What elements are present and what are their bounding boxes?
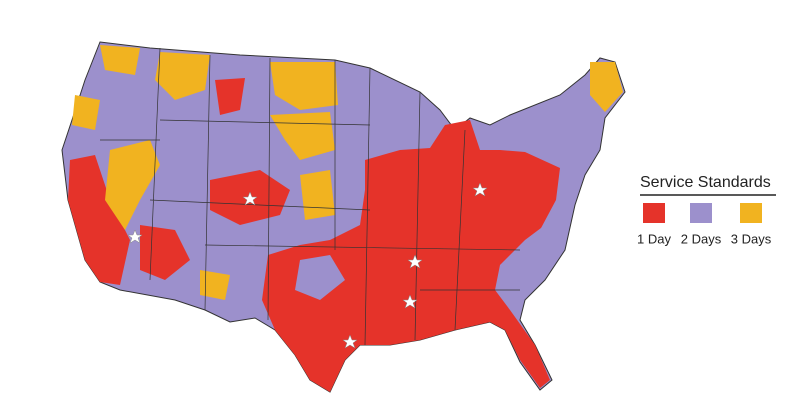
region-1-day [68, 155, 130, 285]
legend-title: Service Standards [640, 174, 771, 191]
us-map [61, 41, 626, 393]
legend: Service Standards 1 Day 2 Days 3 Days [637, 174, 776, 246]
region-2-day [295, 255, 345, 300]
hub-star [407, 254, 423, 269]
region-1-day [140, 225, 190, 280]
region-3-day [100, 45, 140, 75]
region-3-day [105, 140, 160, 230]
hub-star [402, 294, 418, 309]
region-3-day [270, 62, 338, 110]
region-1-day [215, 78, 245, 115]
hub-star [242, 191, 258, 206]
hub-stars [127, 182, 488, 349]
legend-swatch [690, 203, 712, 223]
region-3-day [72, 95, 100, 130]
region-3-day [300, 170, 335, 220]
legend-label: 1 Day [637, 231, 671, 246]
hub-star [472, 182, 488, 197]
legend-swatch [740, 203, 762, 223]
legend-swatch [643, 203, 665, 223]
region-3-day [155, 52, 210, 100]
legend-label: 3 Days [731, 231, 772, 246]
region-3-day [590, 62, 623, 112]
region-3-day [200, 270, 230, 300]
hub-star [342, 334, 358, 349]
state-borders [100, 47, 521, 346]
region-2-day [500, 225, 565, 298]
hub-star [127, 229, 143, 244]
legend-label: 2 Days [681, 231, 722, 246]
